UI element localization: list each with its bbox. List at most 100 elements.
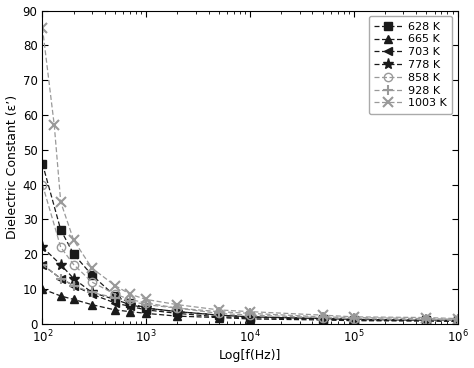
703 K — [89, 292, 95, 297]
703 K — [319, 317, 325, 322]
703 K — [112, 301, 118, 305]
928 K — [128, 299, 133, 303]
665 K — [58, 294, 64, 298]
778 K — [40, 245, 46, 250]
628 K — [58, 228, 64, 232]
628 K — [143, 306, 149, 310]
928 K — [455, 317, 460, 322]
928 K — [89, 290, 95, 295]
665 K — [423, 319, 429, 323]
1003 K — [423, 315, 429, 320]
628 K — [319, 316, 325, 321]
Line: 858 K: 858 K — [38, 180, 462, 325]
Line: 703 K: 703 K — [38, 261, 462, 325]
1003 K — [319, 313, 325, 317]
628 K — [423, 318, 429, 322]
858 K — [112, 292, 118, 297]
703 K — [71, 283, 76, 288]
778 K — [71, 276, 76, 281]
778 K — [423, 318, 429, 322]
778 K — [89, 290, 95, 295]
628 K — [112, 294, 118, 298]
1003 K — [40, 26, 46, 30]
858 K — [58, 245, 64, 250]
Line: 1003 K: 1003 K — [37, 23, 463, 323]
858 K — [216, 311, 222, 316]
665 K — [71, 297, 76, 302]
1003 K — [247, 309, 253, 314]
858 K — [351, 316, 356, 321]
1003 K — [143, 297, 149, 302]
Line: 928 K: 928 K — [37, 260, 463, 324]
1003 K — [351, 315, 356, 319]
928 K — [216, 309, 222, 314]
Legend: 628 K, 665 K, 703 K, 778 K, 858 K, 928 K, 1003 K: 628 K, 665 K, 703 K, 778 K, 858 K, 928 K… — [369, 16, 452, 114]
1003 K — [174, 302, 180, 307]
665 K — [40, 287, 46, 291]
778 K — [112, 297, 118, 302]
Line: 778 K: 778 K — [37, 242, 463, 326]
Y-axis label: Dielectric Constant (ε’): Dielectric Constant (ε’) — [6, 95, 18, 239]
628 K — [174, 309, 180, 314]
1003 K — [128, 292, 133, 297]
858 K — [71, 262, 76, 267]
778 K — [247, 315, 253, 319]
703 K — [351, 318, 356, 322]
628 K — [89, 273, 95, 277]
665 K — [89, 302, 95, 307]
928 K — [143, 302, 149, 307]
628 K — [40, 162, 46, 166]
928 K — [247, 311, 253, 316]
665 K — [351, 318, 356, 323]
628 K — [455, 318, 460, 322]
1003 K — [89, 266, 95, 270]
628 K — [128, 301, 133, 305]
703 K — [247, 315, 253, 320]
665 K — [455, 319, 460, 323]
928 K — [319, 315, 325, 319]
665 K — [319, 318, 325, 322]
Line: 665 K: 665 K — [38, 285, 462, 326]
1003 K — [216, 308, 222, 312]
778 K — [455, 318, 460, 322]
778 K — [216, 313, 222, 317]
628 K — [247, 315, 253, 319]
703 K — [128, 304, 133, 309]
858 K — [128, 297, 133, 302]
665 K — [143, 311, 149, 316]
778 K — [143, 306, 149, 310]
928 K — [423, 316, 429, 321]
928 K — [112, 296, 118, 300]
928 K — [174, 306, 180, 310]
928 K — [351, 315, 356, 320]
858 K — [319, 315, 325, 320]
928 K — [40, 262, 46, 267]
778 K — [58, 262, 64, 267]
1003 K — [455, 316, 460, 321]
778 K — [174, 309, 180, 314]
858 K — [143, 301, 149, 305]
778 K — [351, 317, 356, 322]
858 K — [89, 280, 95, 284]
858 K — [455, 318, 460, 322]
665 K — [216, 315, 222, 320]
X-axis label: Log[f(Hz)]: Log[f(Hz)] — [219, 350, 281, 362]
858 K — [423, 318, 429, 322]
703 K — [40, 262, 46, 267]
858 K — [174, 306, 180, 310]
628 K — [71, 252, 76, 256]
703 K — [423, 318, 429, 323]
928 K — [71, 283, 76, 288]
665 K — [247, 317, 253, 321]
665 K — [112, 308, 118, 312]
703 K — [143, 308, 149, 312]
858 K — [247, 313, 253, 317]
665 K — [174, 314, 180, 318]
1003 K — [112, 283, 118, 288]
1003 K — [52, 123, 57, 128]
Line: 628 K: 628 K — [38, 160, 462, 325]
778 K — [128, 302, 133, 307]
703 K — [216, 315, 222, 319]
1003 K — [71, 238, 76, 243]
1003 K — [58, 200, 64, 204]
